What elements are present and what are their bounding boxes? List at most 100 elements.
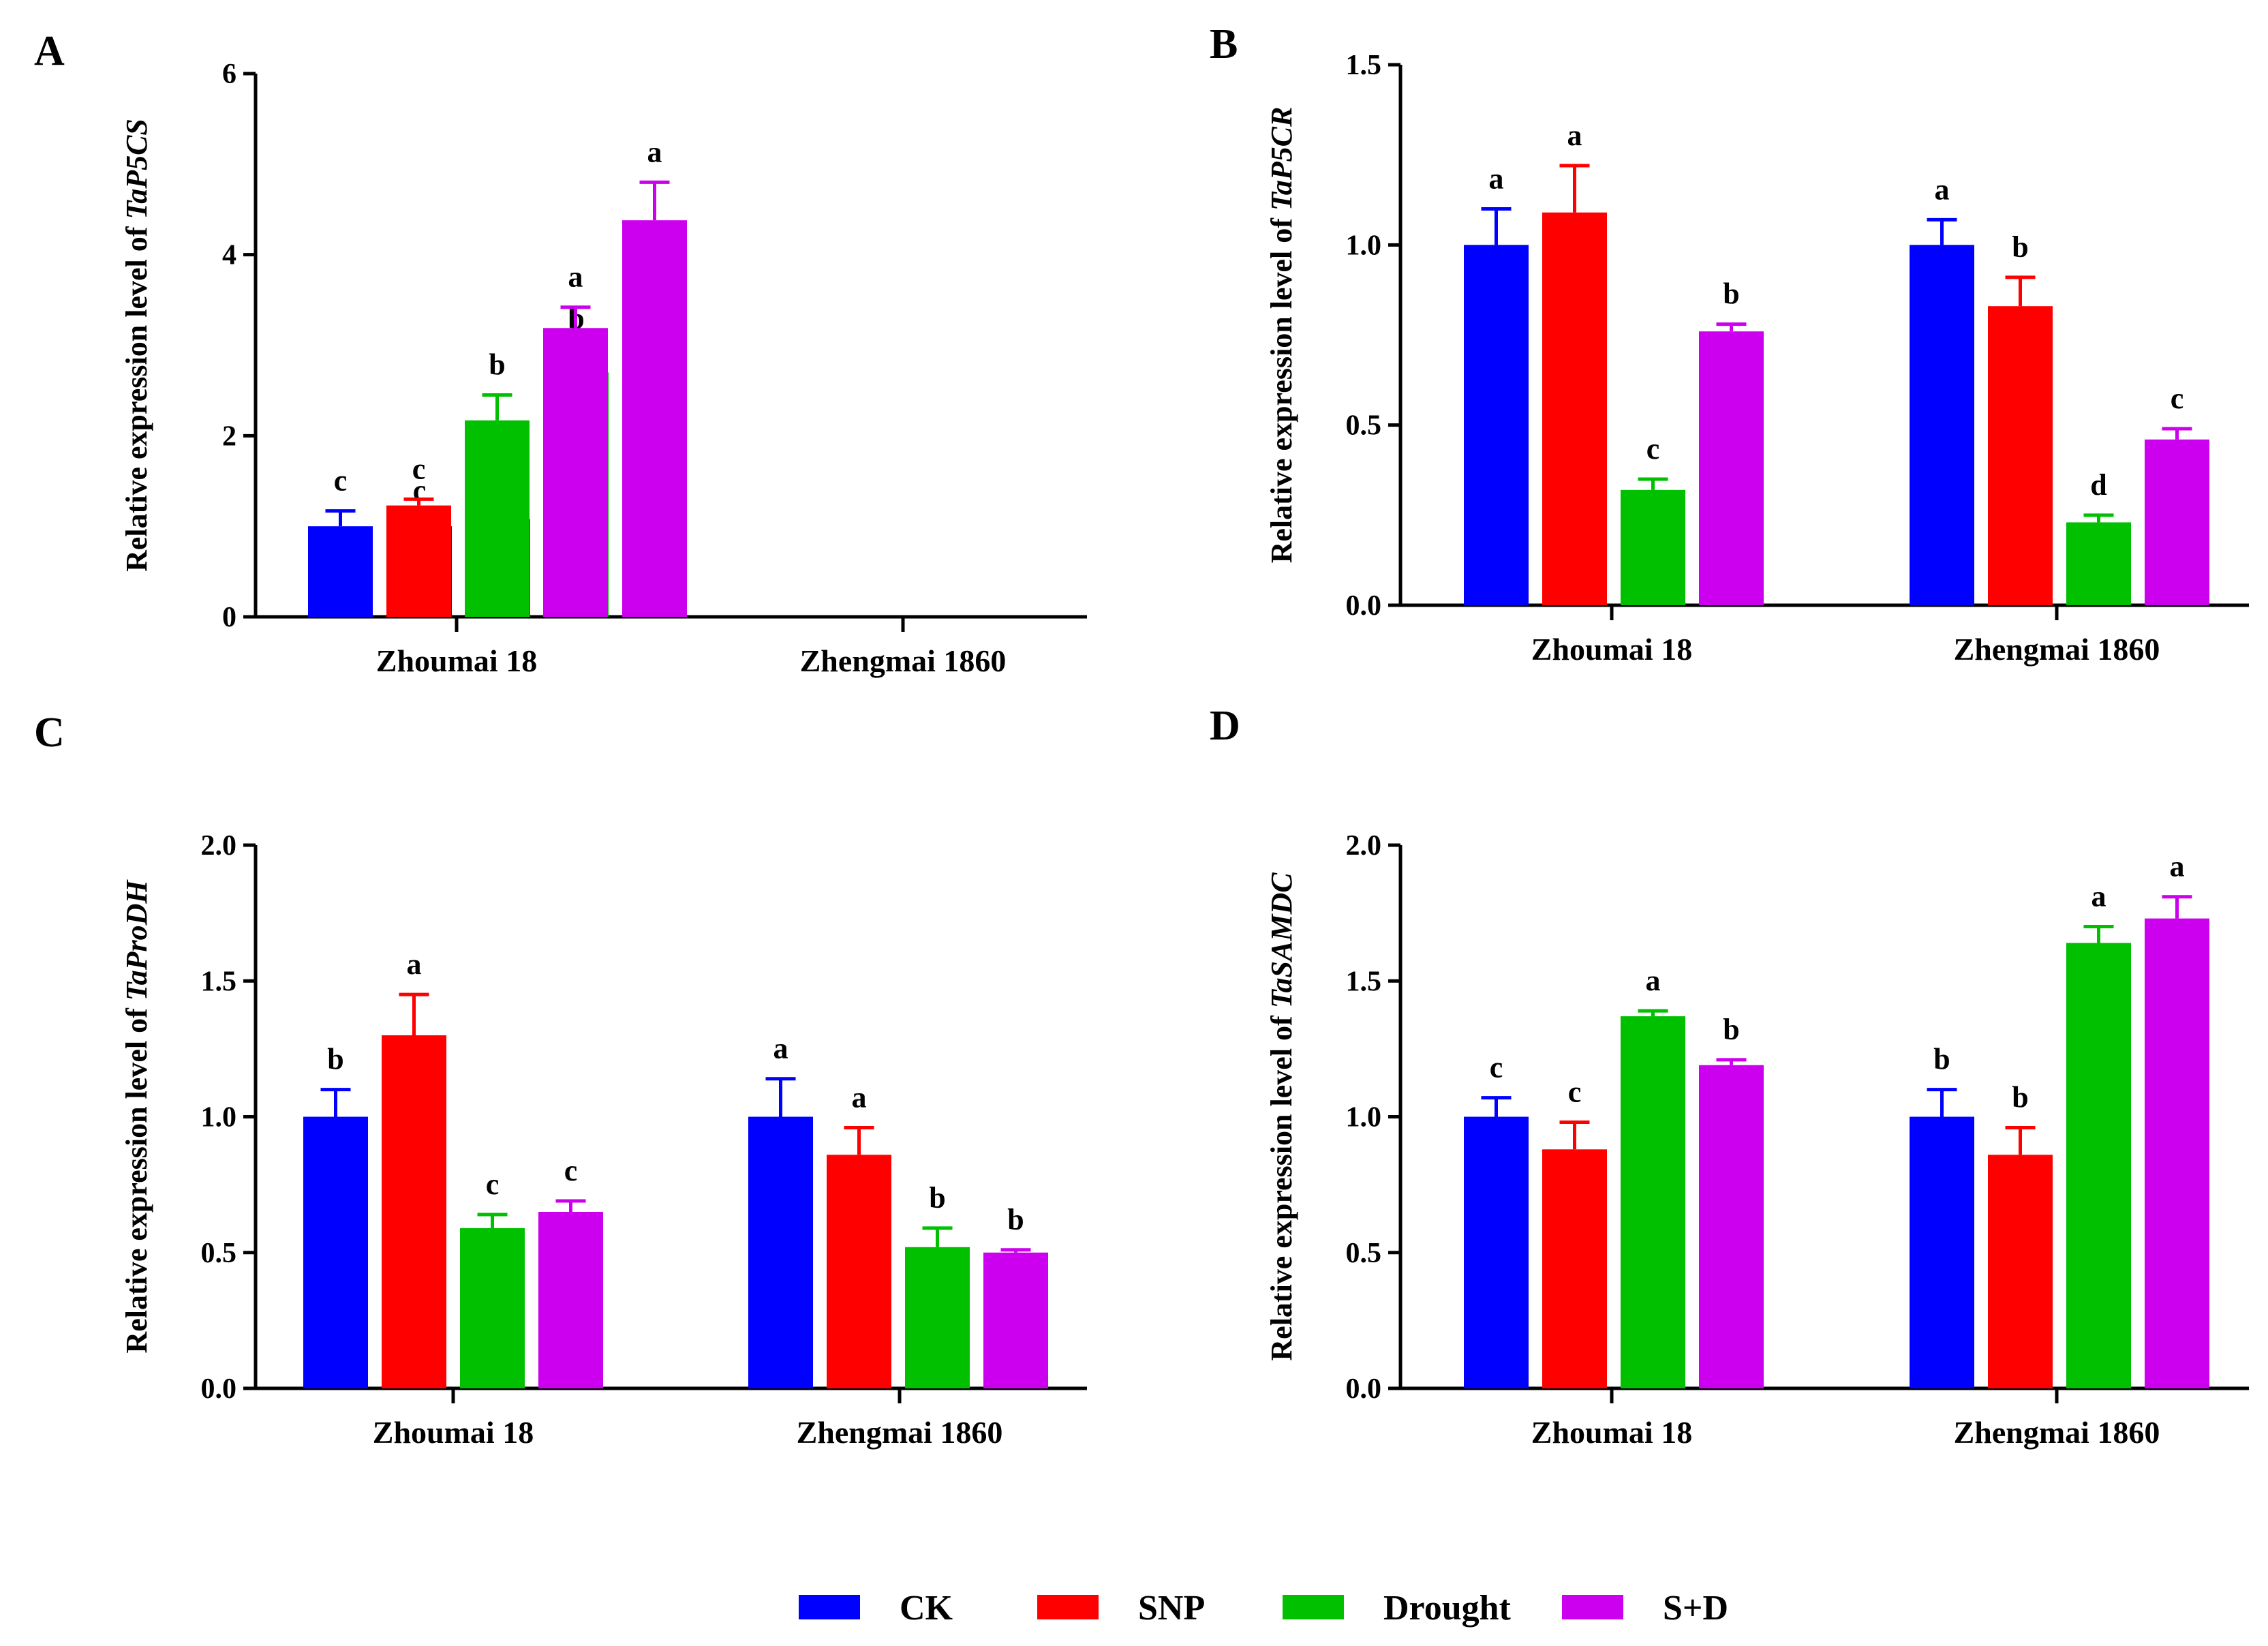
y-tick-label: 2 [222,421,236,452]
significance-letter: b [2012,230,2028,264]
panel-b: B 0.0 0.5 1.0 1.5 Zhoumai 18 Zhengmai 1860 Rela… [1210,21,2249,667]
significance-letter: b [929,1181,945,1215]
legend-label: SNP [1138,1589,1205,1628]
significance-letter: a [852,1080,867,1114]
significance-letter: c [1568,1075,1582,1108]
bar-drought [905,1247,970,1388]
bar-snp [382,1035,446,1388]
panel-letter: C [34,710,65,756]
bar-snp [1542,1149,1607,1388]
significance-letter: c [412,452,426,485]
significance-letter: a [1646,964,1661,997]
y-tick-label: 0.5 [1346,410,1382,442]
y-tick-label: 1.5 [1346,966,1382,997]
y-axis-label: Relative expression level of TaP5CS [120,119,153,572]
y-axis-label-gene: TaP5CR [1265,107,1298,211]
significance-letter: a [2091,880,2106,913]
y-tick-label: 0 [222,602,236,633]
y-tick-label: 0.0 [201,1373,237,1405]
significance-letter: c [2171,382,2184,415]
significance-letter: a [1935,172,1950,206]
significance-letter: b [489,348,505,382]
category-label: Zhengmai 1860 [800,643,1007,678]
significance-letter: c [334,464,348,498]
bar-ck [1910,1116,1974,1388]
y-axis-label: Relative expression level of TaSAMDC [1265,872,1298,1361]
bar-drought [2066,522,2131,605]
y-axis-label-prefix: Relative expression level of [1265,1008,1298,1360]
bar-snp [1542,212,1607,606]
significance-letter: d [2090,468,2106,502]
bar-ck [1464,245,1529,605]
bar-drought [2066,943,2131,1388]
legend-swatch [1283,1595,1344,1619]
y-tick-label: 1.5 [1346,50,1382,81]
legend-label: CK [900,1589,953,1628]
panel-letter: B [1210,21,1238,67]
legend: CK SNP Drought S+D [799,1589,1728,1628]
significance-letter: c [1646,432,1660,466]
y-axis-label-prefix: Relative expression level of [1265,211,1298,563]
significance-letter: b [1007,1203,1024,1236]
bar-splusd [983,1252,1048,1388]
bar-splusd [1699,331,1764,605]
panel-d: D 0.0 0.5 1.0 1.5 2.0 Zhoumai 18 Zhengmai 1860 R… [1210,703,2249,1450]
legend-label: S+D [1663,1589,1728,1628]
panel-letter: D [1210,703,1240,749]
bar-drought [465,420,530,617]
y-tick-label: 0.0 [1346,1373,1382,1405]
y-axis-label-gene: TaP5CS [120,119,153,219]
y-axis-label: Relative expression level of TaP5CR [1265,107,1298,564]
significance-letter: a [1567,119,1582,152]
legend-label: Drought [1383,1589,1512,1628]
bar-drought [1621,489,1685,605]
y-tick-label: 1.0 [201,1102,237,1133]
bar-ck [303,1116,368,1388]
bar-splusd [543,328,608,617]
significance-letter: c [564,1154,578,1187]
significance-letter: a [2170,850,2185,883]
category-label: Zhoumai 18 [1531,1415,1692,1450]
significance-letter: a [773,1032,788,1065]
y-tick-label: 2.0 [1346,830,1382,862]
significance-letter: b [327,1043,343,1076]
y-tick-label: 0.0 [1346,590,1382,622]
category-label: Zhengmai 1860 [1954,632,2160,667]
category-label: Zhoumai 18 [373,1415,534,1450]
category-label: Zhengmai 1860 [1954,1415,2160,1450]
panels: A 0 2 4 6 Zhoumai 18 Zhengmai 1860 Relative exp… [34,21,2249,1450]
y-tick-label: 0.5 [1346,1238,1382,1269]
bar-snp [1988,1155,2053,1388]
y-tick-label: 1.5 [201,966,237,997]
bar-ck [1464,1116,1529,1388]
bar-ck [308,526,373,617]
bar-ck [1910,245,1974,605]
category-label: Zhoumai 18 [1531,632,1692,667]
category-label: Zhoumai 18 [376,643,537,678]
significance-letter: c [486,1168,500,1201]
panel-a: A 0 2 4 6 Zhoumai 18 Zhengmai 1860 Relative exp… [34,28,1087,678]
y-axis-label-prefix: Relative expression level of [120,219,153,572]
y-axis-label-gene: TaSAMDC [1265,872,1298,1009]
bar-snp [386,505,451,617]
y-axis-label-gene: TaProDH [120,879,153,1001]
y-tick-label: 4 [222,240,236,271]
significance-letter: a [568,260,583,294]
bar-splusd [2145,918,2209,1388]
bar-splusd [2145,439,2209,605]
bar-snp [827,1155,891,1388]
y-tick-label: 1.0 [1346,1102,1382,1133]
y-tick-label: 0.5 [201,1238,237,1269]
legend-swatch [1562,1595,1623,1619]
significance-letter: a [1489,162,1504,195]
bar-drought [1621,1016,1685,1388]
y-tick-label: 1.0 [1346,230,1382,261]
panel-c: C 0.0 0.5 1.0 1.5 2.0 Zhoumai 18 Zhengmai 1860 R… [34,710,1087,1450]
significance-letter: b [2012,1080,2028,1114]
significance-letter: b [1723,277,1739,311]
bar-splusd [538,1211,603,1388]
bar-snp [1988,306,2053,605]
y-axis-label-prefix: Relative expression level of [120,1001,153,1353]
y-tick-label: 2.0 [201,830,237,862]
